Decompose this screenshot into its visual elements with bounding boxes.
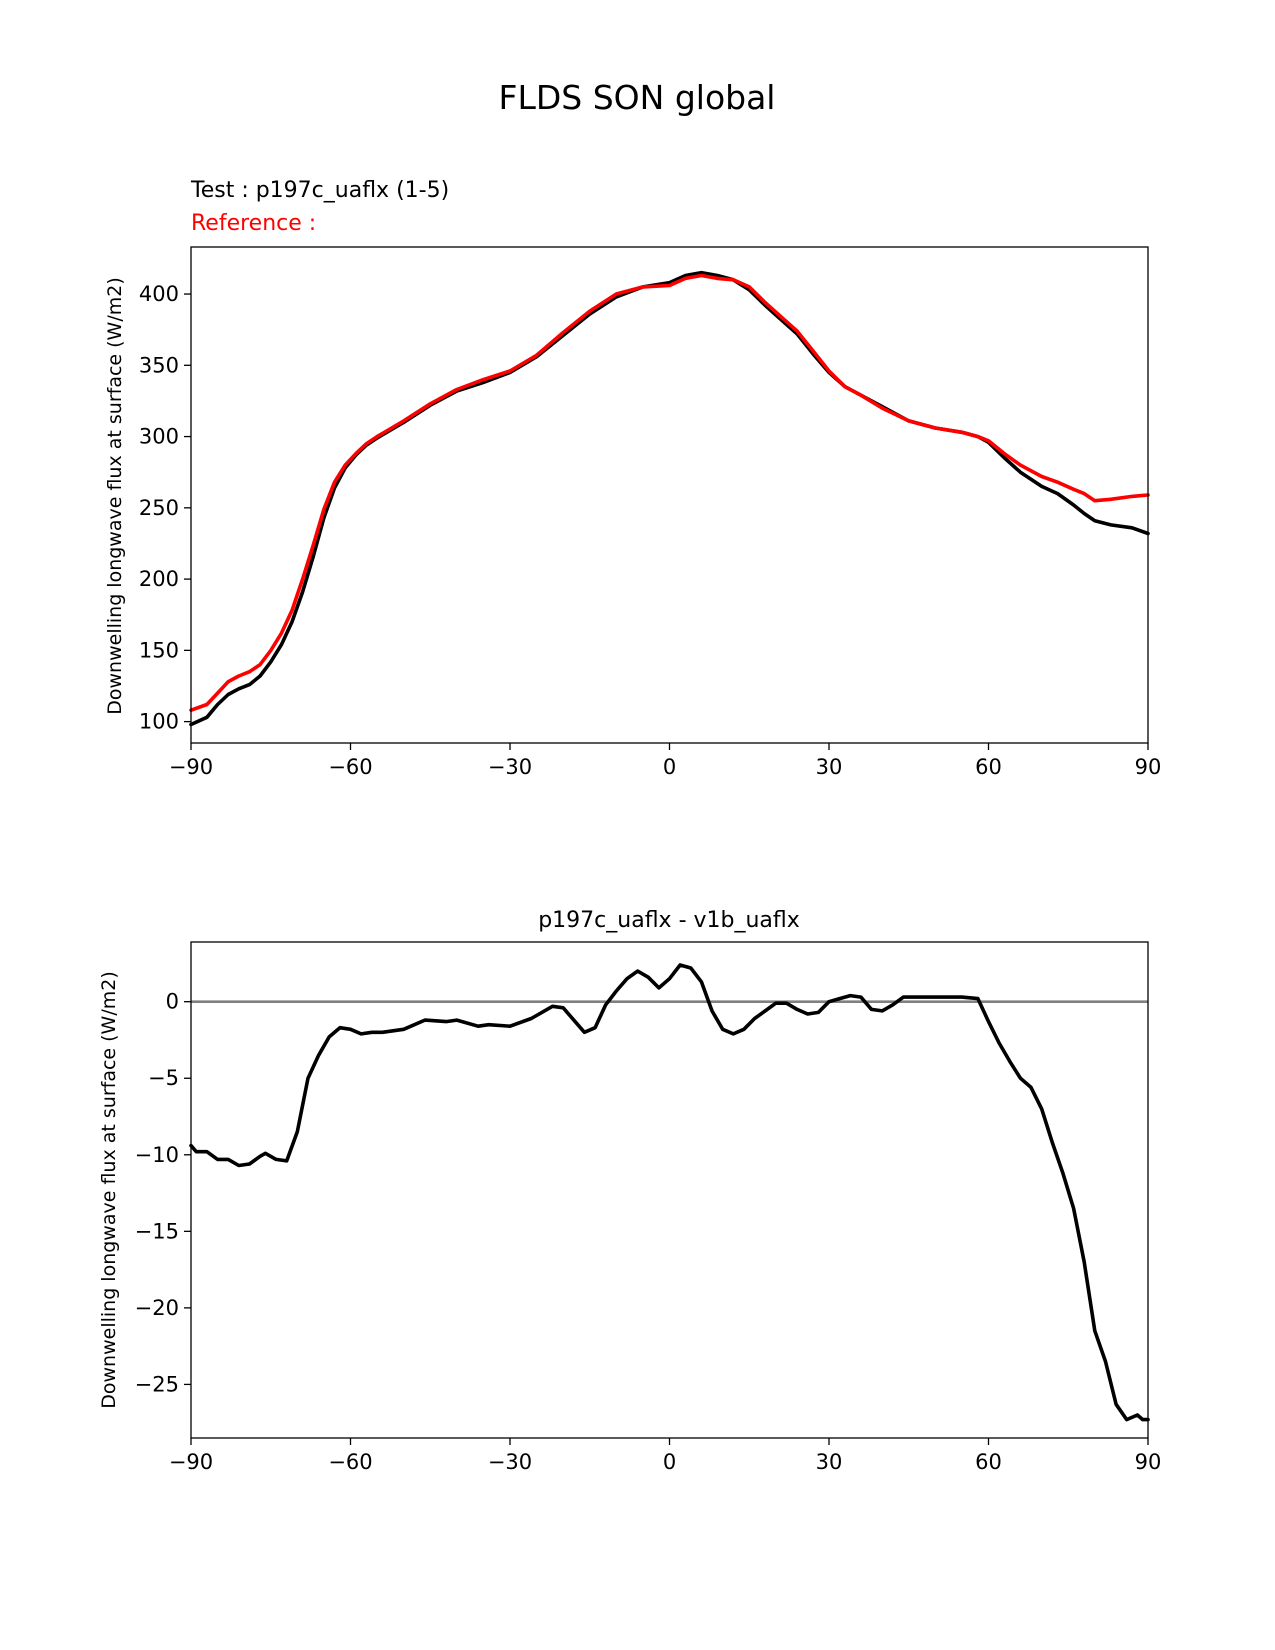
y-tick-label: 150 [139,638,179,662]
difference-series-line [189,963,1150,1422]
x-tick-label: 60 [975,755,1002,779]
y-tick-label: 300 [139,425,179,449]
x-tick-label: 90 [1135,755,1162,779]
figure-title: FLDS SON global [499,78,776,117]
x-tick-label: 0 [663,1450,676,1474]
x-tick-label: −60 [328,755,372,779]
legend-reference-label: Reference : [191,211,316,236]
y-tick-label: −5 [148,1066,179,1090]
panel-bottom-title: p197c_uaflx - v1b_uaflx [538,908,800,933]
x-tick-label: 90 [1135,1450,1162,1474]
y-tick-label: −10 [135,1143,179,1167]
x-tick-label: −30 [488,1450,532,1474]
y-tick-label: 0 [166,990,179,1014]
reference-series-line [189,273,1150,712]
x-tick-label: −30 [488,755,532,779]
x-tick-label: 60 [975,1450,1002,1474]
x-tick-label: −60 [328,1450,372,1474]
x-tick-label: 30 [816,755,843,779]
y-tick-label: −20 [135,1296,179,1320]
plot-area-bottom [189,963,1150,1422]
x-tick-label: 30 [816,1450,843,1474]
axes-frame-top [190,246,1149,744]
y-tick-label: 100 [139,710,179,734]
x-tick-label: −90 [169,755,213,779]
y-tick-label: 250 [139,496,179,520]
legend-test-label: Test : p197c_uaflx (1-5) [190,178,449,203]
axis-ticks-top: −90 −60 −30 0 30 60 90 100 150 200 250 300 350 400 [139,282,1161,779]
y-axis-label-top: Downwelling longwave flux at surface (W/… [104,277,126,715]
panel-bottom: p197c_uaflx - v1b_uaflx Downwelling long… [98,908,1161,1474]
y-tick-label: 200 [139,567,179,591]
y-tick-label: 350 [139,353,179,377]
y-axis-label-bottom: Downwelling longwave flux at surface (W/… [98,971,120,1409]
axes-frame-bottom [190,941,1149,1439]
plot-area-top [189,270,1150,727]
y-tick-label: 400 [139,282,179,306]
x-tick-label: −90 [169,1450,213,1474]
y-tick-label: −15 [135,1219,179,1243]
y-tick-label: −25 [135,1372,179,1396]
test-series-line [189,270,1150,727]
axis-ticks-bottom: −90 −60 −30 0 30 60 90 0 −5 −10 −15 −20 −25 [135,990,1162,1474]
x-tick-label: 0 [663,755,676,779]
panel-top: Test : p197c_uaflx (1-5) Reference : Dow… [104,178,1161,779]
